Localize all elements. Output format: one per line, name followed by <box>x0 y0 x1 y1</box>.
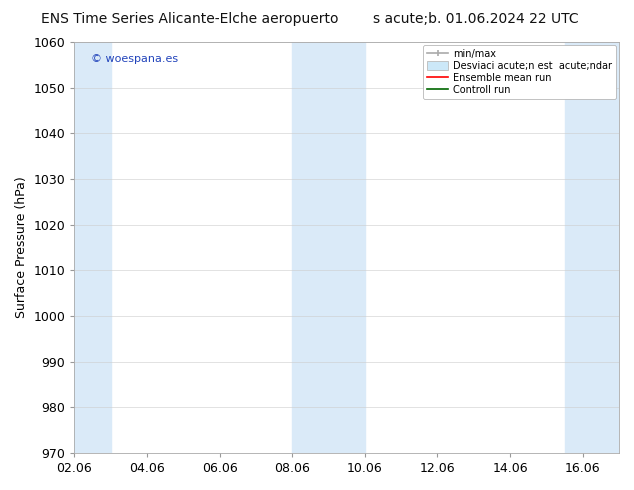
Bar <box>74 42 111 453</box>
Bar <box>564 42 619 453</box>
Bar <box>292 42 365 453</box>
Text: © woespana.es: © woespana.es <box>91 54 178 64</box>
Text: ENS Time Series Alicante-Elche aeropuerto: ENS Time Series Alicante-Elche aeropuert… <box>41 12 339 26</box>
Legend: min/max, Desviaci acute;n est  acute;ndar, Ensemble mean run, Controll run: min/max, Desviaci acute;n est acute;ndar… <box>423 45 616 98</box>
Y-axis label: Surface Pressure (hPa): Surface Pressure (hPa) <box>15 176 28 318</box>
Text: s acute;b. 01.06.2024 22 UTC: s acute;b. 01.06.2024 22 UTC <box>373 12 578 26</box>
